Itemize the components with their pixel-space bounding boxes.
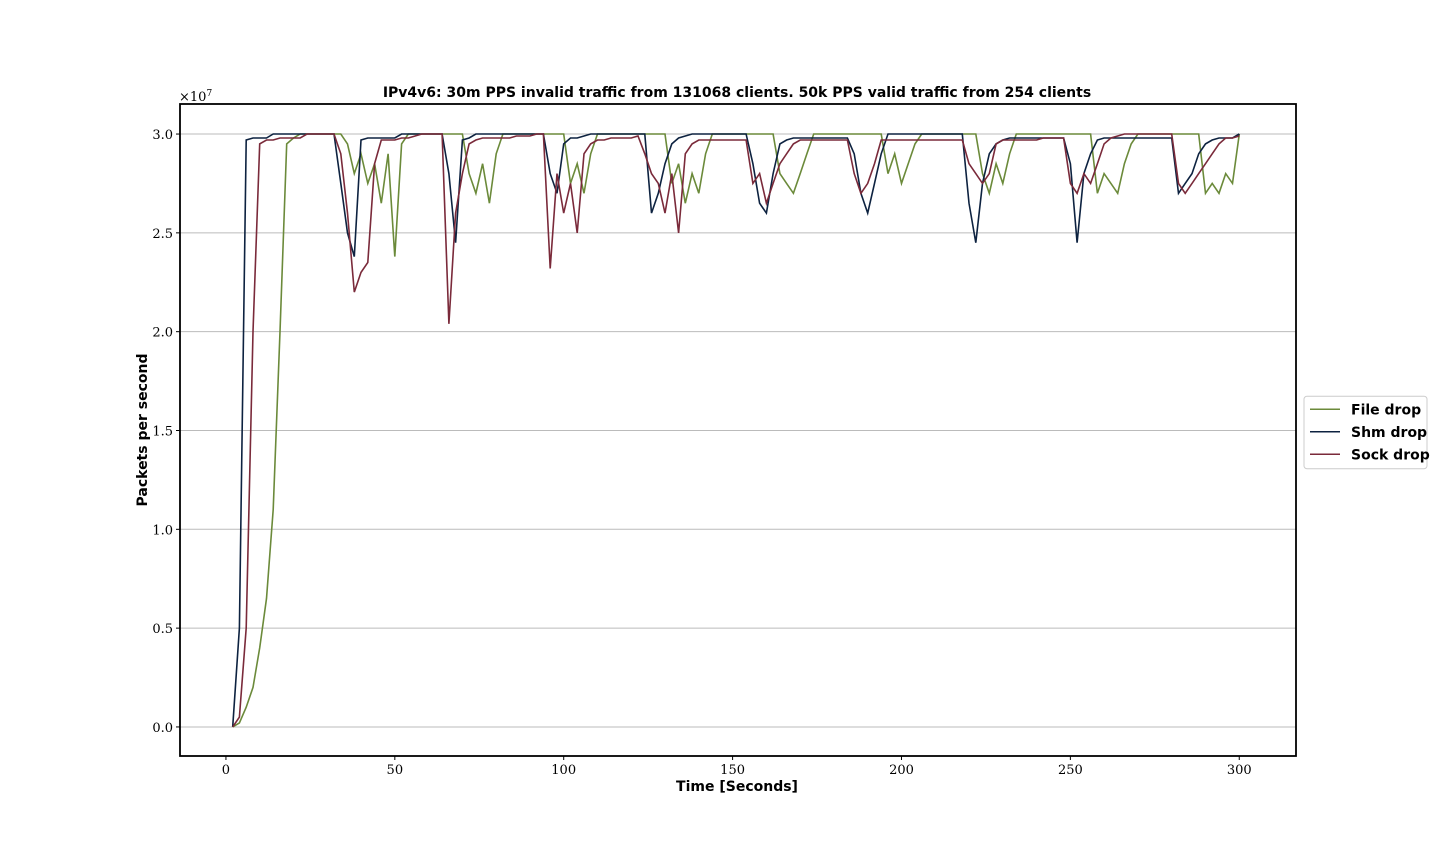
x-tick-label: 150 — [720, 763, 745, 778]
legend-box — [1303, 395, 1428, 470]
y-axis-label: Packets per second — [135, 354, 151, 507]
x-tick-label: 200 — [889, 763, 914, 778]
x-tick-label: 100 — [551, 763, 576, 778]
y-tick-label: 0.5 — [152, 622, 173, 637]
x-tick-label: 50 — [387, 763, 404, 778]
x-axis-label: Time [Seconds] — [676, 779, 798, 795]
y-tick-label: 3.0 — [152, 128, 173, 143]
x-tick-label: 300 — [1227, 763, 1252, 778]
x-tick-label: 250 — [1058, 763, 1083, 778]
y-offset: ×107 — [179, 89, 212, 105]
legend-label: File drop — [1351, 402, 1421, 418]
y-offset-exponent: 7 — [206, 89, 212, 99]
legend-label: Shm drop — [1351, 425, 1427, 441]
y-tick-label: 1.5 — [152, 424, 173, 439]
y-tick-label: 1.0 — [152, 523, 173, 538]
y-tick-label: 2.0 — [152, 326, 173, 341]
x-tick-label: 0 — [222, 763, 230, 778]
plot-frame — [179, 103, 1297, 757]
chart-title: IPv4v6: 30m PPS invalid traffic from 131… — [383, 85, 1091, 101]
legend-label: Sock drop — [1351, 447, 1430, 463]
series-line — [232, 133, 1240, 728]
series-line — [231, 133, 1240, 727]
y-tick-label: 0.0 — [152, 721, 173, 736]
y-offset-base: ×10 — [179, 90, 206, 105]
y-tick-label: 2.5 — [152, 227, 173, 242]
